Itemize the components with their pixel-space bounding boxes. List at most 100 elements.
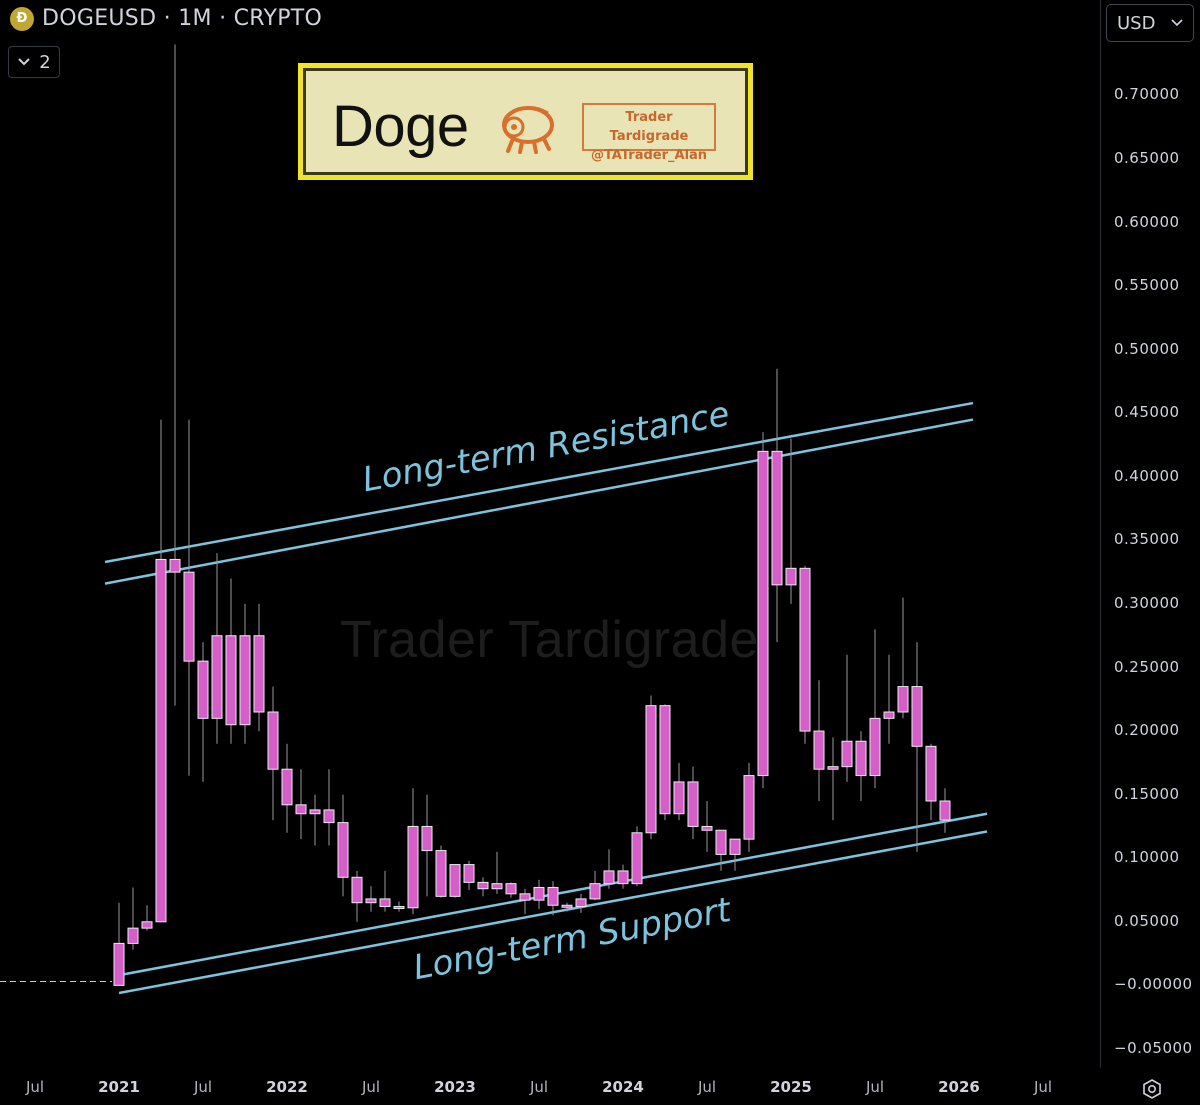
candle-body[interactable] [813,730,825,770]
candle-body[interactable] [197,660,209,719]
symbol-title[interactable]: DOGEUSD · 1M · CRYPTO [42,6,323,31]
x-tick-label: Jul [865,1078,885,1096]
candle-body[interactable] [533,886,545,901]
candle-body[interactable] [869,717,881,777]
candle-body[interactable] [365,898,377,904]
candle-body[interactable] [883,711,895,719]
y-tick-label: 0.65000 [1114,148,1180,167]
candle-body[interactable] [407,825,419,909]
candle-body[interactable] [939,800,951,821]
support-label: Long-term Support [410,890,735,988]
candle-body[interactable] [211,635,223,719]
candle-body[interactable] [547,886,559,906]
candle-body[interactable] [897,686,909,713]
candle-body[interactable] [351,876,363,904]
x-tick-label: Jul [25,1078,45,1096]
x-tick-label: 2025 [770,1078,812,1096]
trendline-0[interactable] [104,401,974,564]
candle-body[interactable] [127,927,139,944]
candle-body[interactable] [309,809,321,815]
candle-body[interactable] [743,775,755,840]
candle-body[interactable] [519,893,531,901]
doge-logo-banner: Doge Trader Tardigrade @TATrader_Alan [298,63,753,180]
candle-body[interactable] [267,711,279,770]
x-tick-label: Jul [529,1078,549,1096]
candle-body[interactable] [631,832,643,885]
price-axis-divider [1100,0,1101,1068]
chevron-down-icon [1171,19,1183,27]
candle-body[interactable] [421,825,433,852]
candle-body[interactable] [281,768,293,806]
candle-body[interactable] [393,906,405,910]
candle-body[interactable] [323,809,335,824]
chart-settings-hexagon-icon[interactable] [1141,1078,1163,1100]
candle-body[interactable] [701,825,713,831]
candle-body[interactable] [141,921,153,929]
y-tick-label: 0.30000 [1114,593,1180,612]
candle-body[interactable] [687,781,699,827]
y-tick-label: 0.25000 [1114,657,1180,676]
dogecoin-coin-icon: Ð [10,6,34,31]
candle-body[interactable] [729,838,741,855]
candle-body[interactable] [239,635,251,726]
candle-body[interactable] [757,450,769,777]
y-tick-label: 0.50000 [1114,339,1180,358]
chevron-down-icon [18,58,30,66]
candle-body[interactable] [295,804,307,815]
candle-body[interactable] [659,705,671,815]
candle-body[interactable] [785,567,797,586]
candle-body[interactable] [491,883,503,890]
x-tick-label: 2026 [938,1078,980,1096]
currency-label: USD [1117,12,1156,34]
candle-body[interactable] [561,904,573,908]
candle-body[interactable] [113,942,125,986]
price-chart[interactable]: Long-term Resistance Long-term Support [0,0,1100,1068]
candle-body[interactable] [155,558,167,923]
candle-body[interactable] [827,766,839,770]
candle-body[interactable] [169,558,181,573]
x-tick-label: 2021 [98,1078,140,1096]
y-tick-label: 0.60000 [1114,212,1180,231]
candle-body[interactable] [225,635,237,726]
candle-body[interactable] [799,567,811,732]
candle-body[interactable] [477,881,489,890]
logo-inner-frame: Doge Trader Tardigrade @TATrader_Alan [303,68,748,175]
candle-body[interactable] [505,883,517,895]
candle-body[interactable] [925,745,937,802]
candle-body[interactable] [253,635,265,713]
y-tick-label: 0.40000 [1114,466,1180,485]
currency-select[interactable]: USD [1106,4,1194,42]
y-tick-label: 0.45000 [1114,403,1180,422]
candle-body[interactable] [841,740,853,768]
author-handle: @TATrader_Alan [590,148,708,163]
x-tick-label: Jul [361,1078,381,1096]
indicators-count: 2 [39,51,51,73]
indicators-collapse-button[interactable]: 2 [8,46,60,78]
candle-body[interactable] [449,864,461,897]
candle-body[interactable] [617,870,629,885]
candle-body[interactable] [603,870,615,885]
author-tag: Trader Tardigrade @TATrader_Alan [582,103,716,163]
y-tick-label: −0.00000 [1114,975,1193,994]
candle-body[interactable] [337,822,349,878]
candle-body[interactable] [771,450,783,586]
x-tick-label: Jul [697,1078,717,1096]
y-tick-label: 0.70000 [1114,85,1180,104]
candle-body[interactable] [435,850,447,897]
x-tick-label: Jul [193,1078,213,1096]
candle-body[interactable] [463,864,475,883]
candle-body[interactable] [673,781,685,815]
candle-body[interactable] [855,740,867,777]
y-tick-label: 0.55000 [1114,276,1180,295]
candle-body[interactable] [589,883,601,900]
candle-body[interactable] [183,571,195,662]
candle-body[interactable] [379,898,391,908]
x-tick-label: 2024 [602,1078,644,1096]
candle-body[interactable] [645,705,657,834]
candle-body[interactable] [715,829,727,855]
candle-body[interactable] [911,686,923,747]
y-tick-label: −0.05000 [1114,1038,1193,1057]
trendline-1[interactable] [104,418,974,585]
candle-body[interactable] [575,898,587,908]
resistance-label: Long-term Resistance [359,394,732,500]
